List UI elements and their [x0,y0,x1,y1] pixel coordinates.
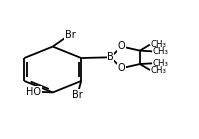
Text: CH₃: CH₃ [150,66,166,75]
Text: CH₃: CH₃ [150,40,166,49]
Text: HO: HO [26,87,41,97]
Text: B: B [107,52,114,62]
Text: Br: Br [72,90,83,100]
Text: Br: Br [65,30,75,40]
Text: CH₃: CH₃ [153,47,169,56]
Text: O: O [118,42,126,51]
Text: CH₃: CH₃ [153,59,169,68]
Text: O: O [118,63,126,73]
